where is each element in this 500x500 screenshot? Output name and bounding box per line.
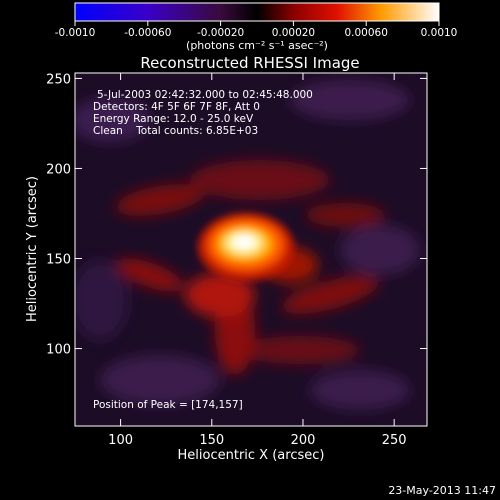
colorbar-ticks: -0.0010 -0.00060 -0.00020 0.00020 0.00060 0.0…: [55, 21, 458, 39]
colorbar-tick-label: 0.0010: [421, 27, 458, 39]
timestamp: 23-May-2013 11:47: [388, 484, 496, 497]
y-tick-label: 200: [46, 162, 71, 177]
plot-frame: [74, 72, 428, 427]
colorbar-unit-label: (photons cm⁻² s⁻¹ asec⁻²): [186, 39, 328, 52]
info-energy-range: Energy Range: 12.0 - 25.0 keV: [93, 113, 254, 125]
image-title: Reconstructed RHESSI Image: [140, 54, 359, 72]
colorbar-tick-label: -0.00060: [124, 27, 171, 39]
colorbar-tick-label: 0.00020: [272, 27, 315, 39]
x-tick-label: 250: [382, 433, 407, 448]
y-axis-ticks: 100 150 200 250: [46, 72, 427, 358]
x-axis-label: Heliocentric X (arcsec): [178, 448, 325, 463]
x-tick-label: 200: [291, 433, 316, 448]
colorbar-tick-label: 0.00060: [344, 27, 387, 39]
info-clean-counts: Clean Total counts: 6.85E+03: [93, 125, 258, 137]
y-tick-label: 250: [46, 72, 71, 87]
colorbar-tick-label: -0.0010: [55, 27, 96, 39]
y-tick-label: 150: [46, 253, 71, 268]
y-axis-label: Heliocentric Y (arcsec): [25, 176, 40, 322]
peak-position-label: Position of Peak = [174,157]: [93, 399, 243, 411]
info-time-range: 5-Jul-2003 02:42:32.000 to 02:45:48.000: [97, 89, 313, 101]
x-tick-label: 150: [199, 433, 224, 448]
reconstructed-image: [75, 73, 427, 426]
colorbar-tick-label: -0.00020: [197, 27, 244, 39]
x-tick-label: 100: [108, 433, 133, 448]
y-tick-label: 100: [46, 343, 71, 358]
info-detectors: Detectors: 4F 5F 6F 7F 8F, Att 0: [93, 101, 260, 113]
x-axis-ticks: 100 150 200 250: [108, 73, 407, 448]
colorbar: [74, 2, 440, 22]
